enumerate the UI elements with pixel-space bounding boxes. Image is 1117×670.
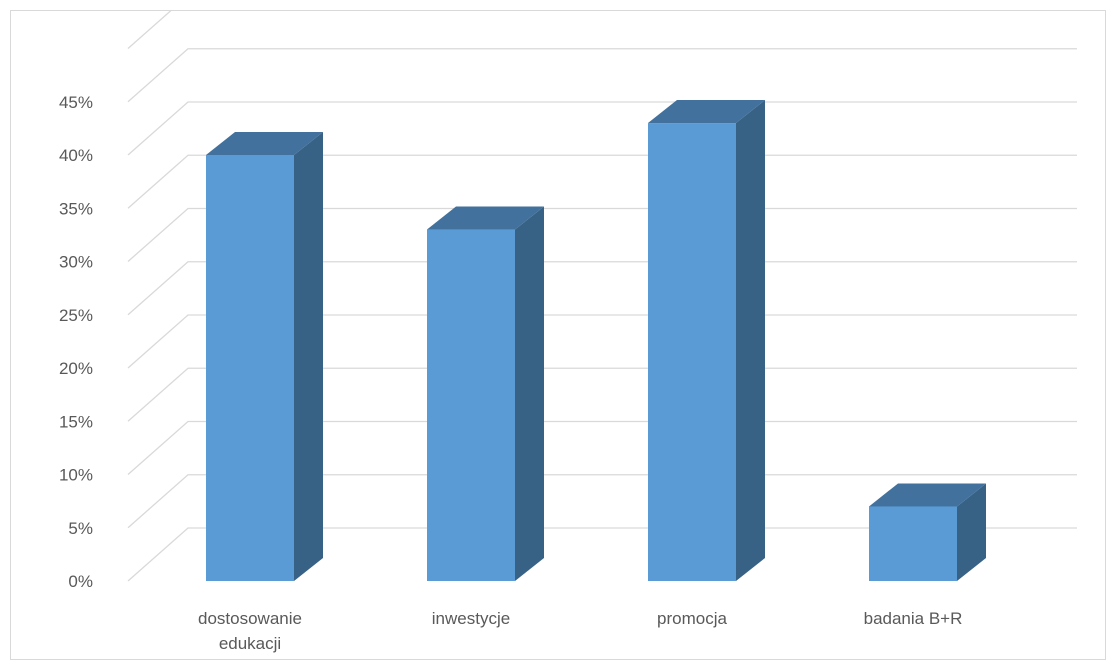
gridline <box>127 527 1077 582</box>
x-axis-category-labels: dostosowanie edukacji inwestycje promocja ba… <box>198 609 962 653</box>
gridline <box>127 0 184 49</box>
y-tick-label: 45% <box>59 93 93 112</box>
y-tick-label: 10% <box>59 466 93 485</box>
x-category-label: inwestycje <box>432 609 510 628</box>
bar-front-face <box>206 155 294 581</box>
y-axis-tick-labels: 0% 5% 10% 15% 20% 25% 30% 35% 40% 45% <box>59 93 93 591</box>
bar-side-face <box>515 206 544 582</box>
y-tick-label: 20% <box>59 359 93 378</box>
bar <box>648 100 765 582</box>
bar-side-face <box>957 483 986 581</box>
chart-frame: 0% 5% 10% 15% 20% 25% 30% 35% 40% 45% dostosowani… <box>10 0 1106 660</box>
gridline <box>127 101 1077 156</box>
bar-front-face <box>869 506 957 581</box>
gridline <box>127 420 1077 475</box>
bar-top-face <box>427 206 544 230</box>
y-tick-label: 15% <box>59 412 93 431</box>
gridline <box>127 48 1077 103</box>
gridline <box>127 261 1077 316</box>
bar-front-face <box>648 123 736 582</box>
bar <box>206 132 323 581</box>
y-tick-label: 30% <box>59 253 93 272</box>
bars <box>206 100 986 582</box>
y-tick-label: 40% <box>59 146 93 165</box>
gridline <box>127 314 1077 369</box>
bar-top-face <box>206 132 323 155</box>
gridline <box>127 154 1077 209</box>
x-category-label: promocja <box>657 609 727 628</box>
y-tick-label: 5% <box>68 519 93 538</box>
bar-side-face <box>736 100 765 582</box>
x-category-label: badania B+R <box>864 609 963 628</box>
gridline <box>127 474 1077 529</box>
bar-front-face <box>427 229 515 582</box>
gridlines <box>127 0 1077 582</box>
bar-top-face <box>869 483 986 507</box>
gridline <box>127 367 1077 422</box>
gridline <box>127 207 1077 262</box>
y-tick-label: 25% <box>59 306 93 325</box>
bar <box>869 483 986 581</box>
y-tick-label: 35% <box>59 199 93 218</box>
bar-side-face <box>294 132 323 581</box>
bar-top-face <box>648 100 765 124</box>
y-tick-label: 0% <box>68 572 93 591</box>
bar-chart: 0% 5% 10% 15% 20% 25% 30% 35% 40% 45% dostosowani… <box>59 0 1077 653</box>
x-category-label: dostosowanie edukacji <box>198 609 302 653</box>
bar <box>427 206 544 582</box>
